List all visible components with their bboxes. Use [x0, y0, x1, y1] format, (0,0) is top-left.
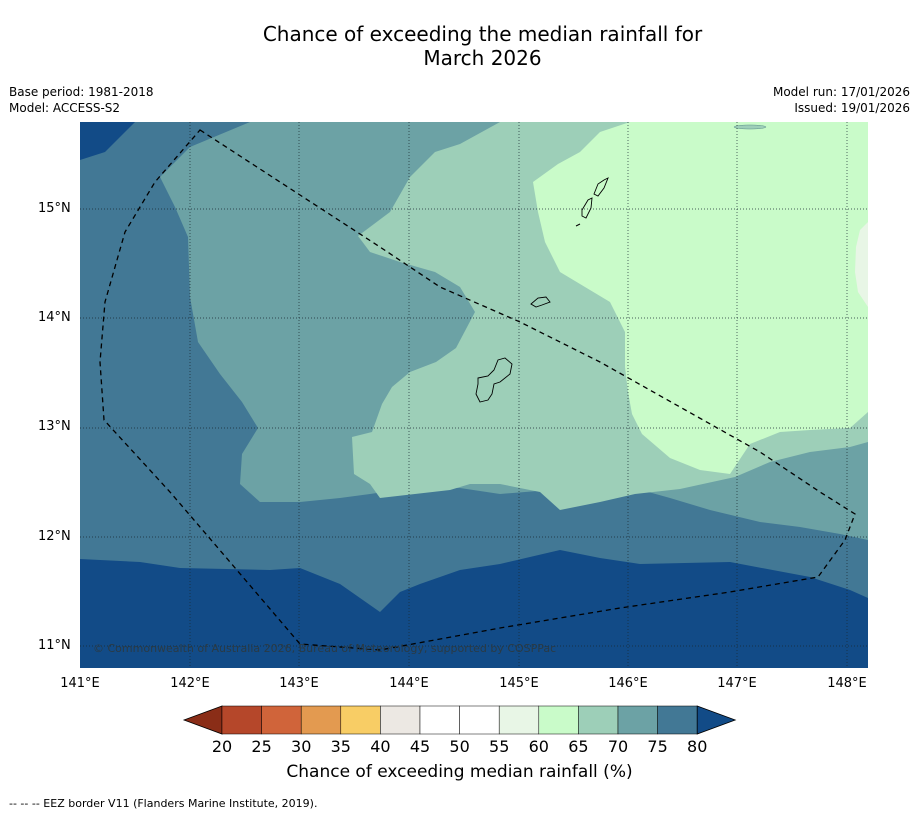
colorbar-tick-35: 35 [330, 737, 351, 756]
colorbar-extend-low [182, 705, 223, 735]
lon-tick-148: 148°E [827, 676, 867, 691]
chart-title: Chance of exceeding the median rainfall … [0, 22, 919, 70]
lat-tick-14: 14°N [38, 310, 71, 325]
meta-left: Base period: 1981-2018 Model: ACCESS-S2 [9, 84, 154, 116]
islet [575, 223, 581, 227]
colorbar-bin-55-60 [498, 705, 540, 735]
colorbar-tick-55: 55 [489, 737, 510, 756]
title-line-1: Chance of exceeding the median rainfall … [262, 22, 703, 46]
eez-border [99, 129, 856, 651]
lon-tick-146: 146°E [608, 676, 648, 691]
colorbar-tick-60: 60 [528, 737, 549, 756]
colorbar-extend-high [696, 705, 737, 735]
colorbar-tick-50: 50 [449, 737, 470, 756]
lon-tick-142: 142°E [170, 676, 210, 691]
colorbar-label: Chance of exceeding median rainfall (%) [286, 762, 633, 782]
colorbar-tick-80: 80 [687, 737, 708, 756]
colorbar-tick-30: 30 [291, 737, 312, 756]
eez-footnote: -- -- -- EEZ border V11 (Flanders Marine… [9, 797, 318, 810]
lat-tick-13: 13°N [38, 419, 71, 434]
colorbar-bin-50-55 [459, 705, 500, 735]
colorbar-bin-75-80 [657, 705, 698, 735]
base-period: Base period: 1981-2018 [9, 85, 154, 99]
graticule [80, 122, 868, 668]
colorbar-tick-65: 65 [568, 737, 589, 756]
lon-tick-143: 143°E [279, 676, 319, 691]
model-name: Model: ACCESS-S2 [9, 101, 121, 115]
colorbar-tick-20: 20 [211, 737, 233, 756]
lon-tick-144: 144°E [389, 676, 429, 691]
colorbar-bin-45-50 [419, 705, 460, 735]
zone-55-60 [855, 222, 868, 307]
rainfall-map [80, 122, 868, 668]
lat-tick-15: 15°N [38, 201, 71, 216]
rota-island [530, 296, 551, 308]
colorbar-bin-60-65 [538, 705, 579, 735]
colorbar-tick-75: 75 [647, 737, 668, 756]
lat-tick-11: 11°N [38, 638, 71, 653]
colorbar-bin-25-30 [261, 705, 302, 735]
colorbar-bin-20-25 [221, 705, 262, 735]
guam-island [475, 357, 513, 403]
saipan-island [593, 177, 609, 197]
zone-60-65 [533, 122, 868, 474]
colorbar-tick-70: 70 [607, 737, 629, 756]
small-contour-patch [733, 124, 767, 130]
colorbar-bin-65-70 [578, 705, 619, 735]
colorbar-bin-40-45 [380, 705, 421, 735]
model-run: Model run: 17/01/2026 [772, 85, 910, 99]
colorbar-tick-25: 25 [251, 737, 272, 756]
title-line-2: March 2026 [423, 46, 542, 70]
lon-tick-147: 147°E [717, 676, 757, 691]
issued-date: Issued: 19/01/2026 [794, 101, 910, 115]
lon-tick-145: 145°E [499, 676, 539, 691]
colorbar [182, 705, 737, 735]
colorbar-bin-70-75 [617, 705, 658, 735]
colorbar-tick-40: 40 [370, 737, 391, 756]
lon-tick-141: 141°E [60, 676, 100, 691]
colorbar-bin-30-35 [300, 705, 342, 735]
colorbar-bin-35-40 [340, 705, 381, 735]
meta-right: Model run: 17/01/2026 Issued: 19/01/2026 [773, 84, 910, 116]
lat-tick-12: 12°N [38, 529, 71, 544]
tinian-island [581, 197, 593, 219]
copyright-notice: © Commonwealth of Australia 2026, Bureau… [93, 642, 557, 655]
colorbar-tick-45: 45 [409, 737, 431, 756]
